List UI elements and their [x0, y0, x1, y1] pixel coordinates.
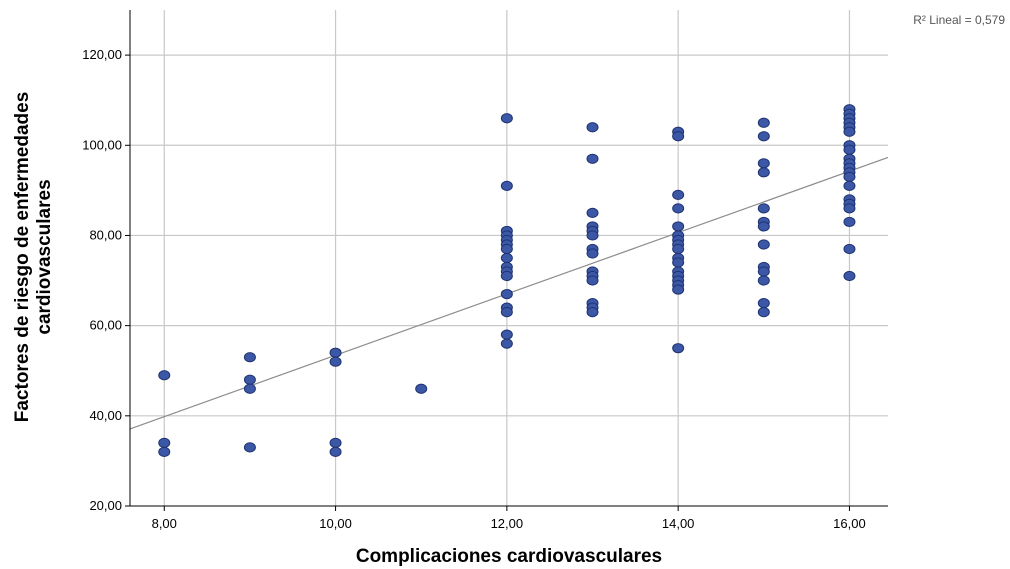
data-point [843, 216, 856, 228]
x-tick-label: 10,00 [319, 516, 352, 531]
data-point [243, 352, 256, 363]
data-point [757, 158, 770, 169]
x-tick-label: 12,00 [491, 516, 524, 531]
data-point [672, 203, 685, 214]
x-tick-label: 14,00 [662, 516, 695, 531]
r2-annotation: R² Lineal = 0,579 [913, 13, 1005, 27]
data-point [843, 203, 856, 214]
data-point [757, 297, 770, 309]
y-tick-label: 20,00 [89, 498, 122, 513]
data-point [500, 307, 513, 318]
x-tick-label: 8,00 [152, 516, 177, 531]
data-point [243, 442, 256, 453]
data-point [500, 288, 513, 300]
data-point [586, 122, 599, 133]
axes [125, 10, 888, 511]
y-axis-title-line-1: Factores de riesgo de enfermedades [12, 92, 33, 423]
data-point [500, 338, 513, 349]
data-point [500, 270, 513, 282]
data-point [586, 248, 599, 259]
data-point [757, 307, 770, 318]
data-point [500, 180, 513, 191]
data-points [158, 104, 856, 457]
grid-lines [130, 10, 888, 506]
data-point [672, 243, 685, 255]
data-point [586, 230, 599, 241]
data-point [757, 117, 770, 128]
data-point [500, 329, 513, 340]
data-point [158, 446, 171, 457]
y-tick-label: 80,00 [89, 227, 122, 242]
data-point [672, 189, 685, 200]
tick-labels: 8,00 10,00 12,00 14,00 16,00 20,00 40,00 60,00 8… [82, 47, 865, 531]
y-tick-label: 120,00 [82, 47, 122, 62]
data-point [757, 167, 770, 178]
data-point [843, 144, 856, 155]
data-point [843, 270, 856, 282]
y-tick-label: 40,00 [89, 408, 122, 423]
data-point [586, 153, 599, 164]
y-tick-label: 60,00 [89, 318, 122, 333]
y-tick-label: 100,00 [82, 137, 122, 152]
data-point [843, 243, 856, 255]
data-point [843, 126, 856, 137]
data-point [243, 374, 256, 385]
data-point [672, 257, 685, 268]
y-axis-title-line-2: cardiovasculares [34, 179, 55, 334]
x-tick-label: 16,00 [833, 516, 866, 531]
data-point [500, 243, 513, 255]
data-point [329, 437, 342, 448]
data-point [586, 307, 599, 318]
data-point [329, 347, 342, 358]
data-point [843, 171, 856, 182]
data-point [158, 437, 171, 448]
data-point [757, 221, 770, 232]
data-point [843, 180, 856, 191]
data-point [757, 266, 770, 277]
data-point [672, 343, 685, 354]
data-point [757, 275, 770, 286]
data-point [415, 383, 428, 394]
data-point [329, 446, 342, 457]
data-point [158, 370, 171, 381]
data-point [672, 221, 685, 232]
x-axis-title: Complicaciones cardiovasculares [356, 546, 662, 567]
data-point [757, 239, 770, 250]
data-point [672, 131, 685, 142]
data-point [243, 383, 256, 394]
data-point [500, 113, 513, 124]
data-point [586, 275, 599, 286]
data-point [329, 356, 342, 367]
data-point [586, 207, 599, 219]
data-point [672, 284, 685, 295]
data-point [757, 131, 770, 142]
data-point [500, 252, 513, 264]
data-point [757, 203, 770, 214]
